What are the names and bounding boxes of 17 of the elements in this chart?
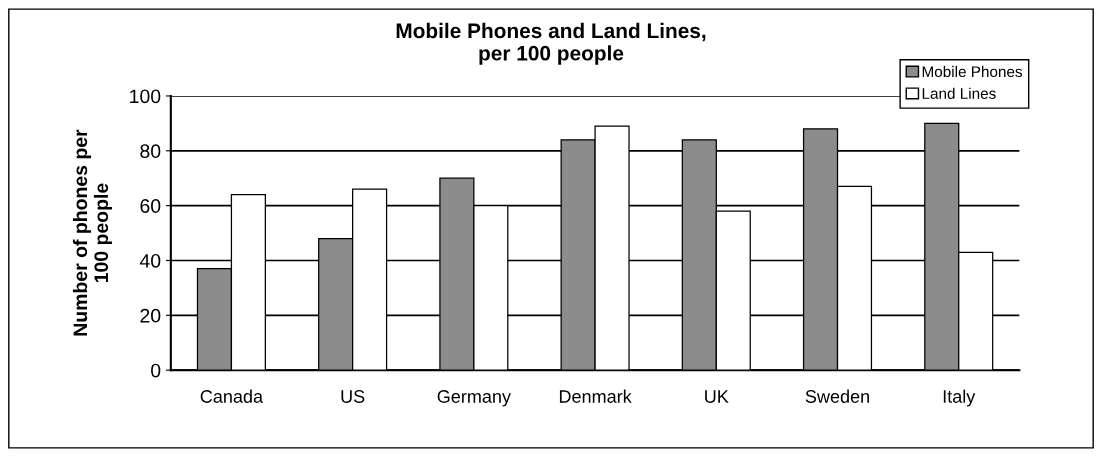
y-axis-title: Number of phones per 100 people: [72, 129, 112, 336]
x-tick-label: US: [341, 390, 365, 403]
x-tick-label: Sweden: [805, 389, 869, 403]
legend-label: Land Lines: [922, 87, 996, 99]
chart-title: Mobile Phones and Land Lines, per 100 people: [396, 22, 706, 65]
y-tick-label: 80: [140, 144, 161, 159]
x-tick-label: Italy: [943, 389, 976, 407]
legend-label: Mobile Phones: [922, 65, 1023, 78]
y-tick-label: 20: [140, 308, 161, 323]
y-tick-label: 60: [140, 199, 161, 213]
y-tick-label: 0: [151, 363, 161, 378]
y-tick-label: 40: [139, 253, 161, 268]
x-tick-label: Canada: [200, 389, 264, 403]
x-tick-label: Denmark: [559, 389, 632, 403]
y-tick-label: 100: [130, 89, 161, 104]
x-tick-label: UK: [705, 390, 729, 403]
x-tick-label: Germany: [437, 390, 511, 407]
